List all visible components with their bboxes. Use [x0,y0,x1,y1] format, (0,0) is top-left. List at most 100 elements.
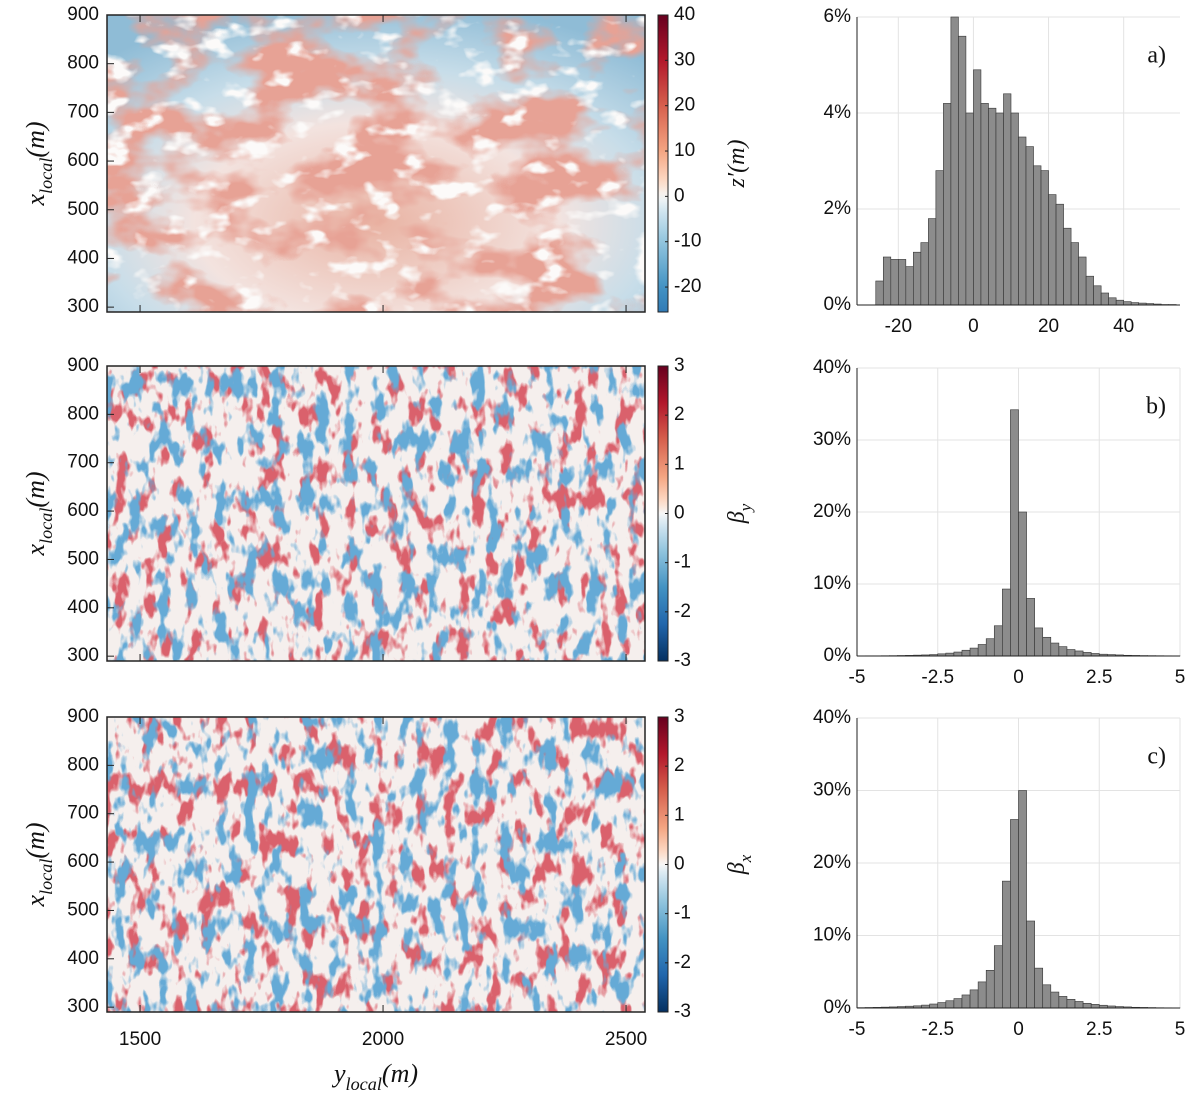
label-part: (m) [21,121,50,157]
label-subscript: x [736,854,755,863]
y-tick-label: 900 [67,4,99,25]
histogram-bar [898,259,907,306]
histogram-bar [882,256,892,306]
histogram-bar [1082,652,1092,657]
histogram-bar [985,969,995,1009]
y-tick-label: 600 [67,851,99,872]
histogram-bar [1058,646,1068,657]
label-subscript: y [736,503,755,513]
histogram-bar [1018,511,1027,657]
x-tick-label: 1500 [119,1029,161,1050]
x-tick-label: 5 [1175,1019,1186,1040]
label-part: β [724,862,750,875]
colorbar-tick-label: 0 [674,854,685,875]
histogram-bar [995,112,1004,306]
y-tick-label: 6% [824,6,852,27]
y-tick-label: 700 [67,452,99,473]
colorbar [657,14,669,313]
histogram-bar [1033,165,1042,306]
colorbar-tick-label: 40 [674,4,695,25]
histogram-bar [1003,93,1012,306]
histogram-bar [1058,996,1068,1009]
histogram-bar [1078,256,1087,306]
axis-label: βy [724,503,756,524]
histogram-bar [961,994,971,1009]
panel-label: b) [1146,394,1166,420]
plot-frame [106,14,646,313]
histogram-bar [1123,301,1132,306]
x-tick-label: -5 [849,667,866,688]
histogram-bar [993,945,1003,1009]
histogram-bar [980,103,989,306]
histogram-bar [993,625,1003,657]
y-tick-label: 700 [67,803,99,824]
histogram-bar [1034,967,1044,1009]
histogram-bar [950,16,959,306]
label-subscript: local [36,158,56,194]
y-tick-label: 600 [67,150,99,171]
histogram-bar [977,644,987,657]
x-tick-label: 5 [1175,667,1186,688]
x-tick-label: 2.5 [1086,667,1112,688]
histogram-bar [953,651,963,657]
y-tick-label: 20% [813,852,851,873]
y-tick-label: 900 [67,706,99,727]
y-tick-label: 2% [824,198,852,219]
axis-label: xlocal(m) [21,471,56,556]
label-part: y [331,1059,346,1088]
plot-frame [106,365,646,662]
histogram-bar [973,69,982,306]
colorbar-tick-label: -3 [674,650,691,671]
label-part: x [21,544,50,557]
histogram-bar [1042,636,1052,657]
x-tick-label: -5 [849,1019,866,1040]
histogram-bar [1074,1001,1084,1009]
x-tick-label: 20 [1038,316,1059,337]
histogram-bar [988,107,997,306]
histogram-bar [890,259,899,306]
y-tick-label: 10% [813,925,851,946]
histogram-bar [1093,285,1102,306]
histogram-bar [1025,146,1034,306]
y-tick-label: 500 [67,899,99,920]
histogram-bar [945,1000,955,1009]
colorbar-tick-label: 3 [674,355,685,376]
y-tick-label: 10% [813,573,851,594]
colorbar-tick-label: 30 [674,49,695,70]
colorbar-tick-label: -1 [674,903,691,924]
histogram-bar [928,218,937,306]
histogram-bar [913,251,922,306]
colorbar-tick-label: 2 [674,755,685,776]
histogram-bar [1055,203,1064,306]
label-part: (m) [21,822,50,858]
histogram-bar [1050,991,1060,1009]
histogram-bar [1026,598,1035,657]
histogram-bar [1066,649,1076,657]
y-tick-label: 600 [67,500,99,521]
histogram-bar [1002,588,1011,657]
x-tick-label: 0 [968,316,979,337]
colorbar-tick-label: 1 [674,453,685,474]
histogram-bar [969,989,979,1009]
y-tick-label: 0% [824,997,852,1018]
histogram-bar [1100,292,1109,306]
histogram-bar [1115,299,1124,306]
y-tick-label: 900 [67,355,99,376]
y-tick-label: 700 [67,101,99,122]
y-tick-label: 400 [67,948,99,969]
axis-label: xlocal(m) [21,822,56,907]
y-tick-label: 300 [67,296,99,317]
histogram-bar [1034,627,1044,657]
histogram-bar [1070,242,1079,306]
y-tick-label: 500 [67,548,99,569]
histogram-bar [961,649,971,657]
label-part: β [724,511,750,524]
x-tick-label: 2500 [605,1029,647,1050]
histogram-bar [875,280,884,306]
axis-label: xlocal(m) [21,121,56,206]
histogram-bar [1026,920,1035,1009]
histogram-bar [965,112,974,306]
colorbar-tick-label: -2 [674,952,691,973]
